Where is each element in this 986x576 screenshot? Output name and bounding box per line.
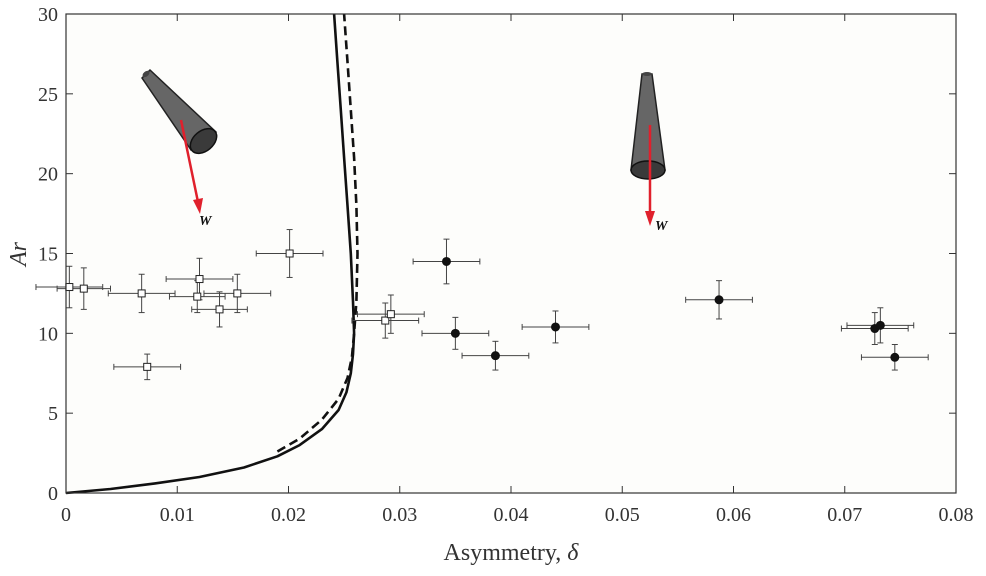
y-tick-label: 20 (38, 164, 58, 186)
open-square-point (215, 305, 224, 314)
filled-circle-point (441, 256, 451, 266)
x-tick-label: 0.03 (382, 504, 417, 526)
boundary-curves (65, 13, 359, 495)
filled-circle-point (875, 320, 885, 330)
x-tick-label: 0.01 (160, 504, 195, 526)
solid-boundary-line (65, 13, 356, 495)
y-axis-title: Ar (6, 241, 32, 268)
open-square-point (143, 362, 152, 371)
open-square-point (137, 289, 146, 298)
x-tick-label: 0.06 (716, 504, 751, 526)
open-square-point (65, 283, 74, 292)
open-square-point (381, 316, 390, 325)
y-tick-label: 10 (38, 323, 58, 345)
y-tick-label: 15 (38, 244, 58, 266)
dashed-boundary-line (276, 13, 359, 453)
plot-area (66, 14, 956, 493)
data-markers (65, 249, 900, 371)
vertical-cone-icon (630, 72, 666, 180)
tilted-cone-icon (141, 68, 218, 155)
filled-circle-point (890, 352, 900, 362)
x-tick-label: 0.05 (605, 504, 640, 526)
x-tick-label: 0.04 (494, 504, 529, 526)
tilted-weight-label: W (199, 214, 213, 229)
y-tick-label: 0 (48, 483, 58, 505)
open-square-point (193, 292, 202, 301)
vertical-weight-label: W (655, 219, 669, 234)
y-tick-label: 25 (38, 84, 58, 106)
y-tick-label: 5 (48, 403, 58, 425)
open-square-point (233, 289, 242, 298)
x-tick-label: 0.08 (939, 504, 974, 526)
open-square-point (285, 249, 294, 258)
vertical-weight-arrow (645, 125, 655, 226)
open-square-point (79, 284, 88, 293)
x-tick-label: 0.07 (827, 504, 862, 526)
filled-circle-point (551, 322, 560, 332)
filled-circle-point (714, 295, 724, 305)
filled-circle-point (490, 351, 500, 361)
tilted-weight-arrow (179, 119, 203, 214)
filled-circle-point (450, 328, 460, 338)
open-square-point (195, 275, 204, 284)
plot-frame (65, 13, 957, 494)
y-tick-label: 30 (38, 4, 58, 26)
x-axis-title: Asymmetry, δ (444, 540, 580, 566)
x-tick-label: 0 (61, 504, 71, 526)
x-tick-label: 0.02 (271, 504, 306, 526)
open-square-point (386, 310, 395, 319)
